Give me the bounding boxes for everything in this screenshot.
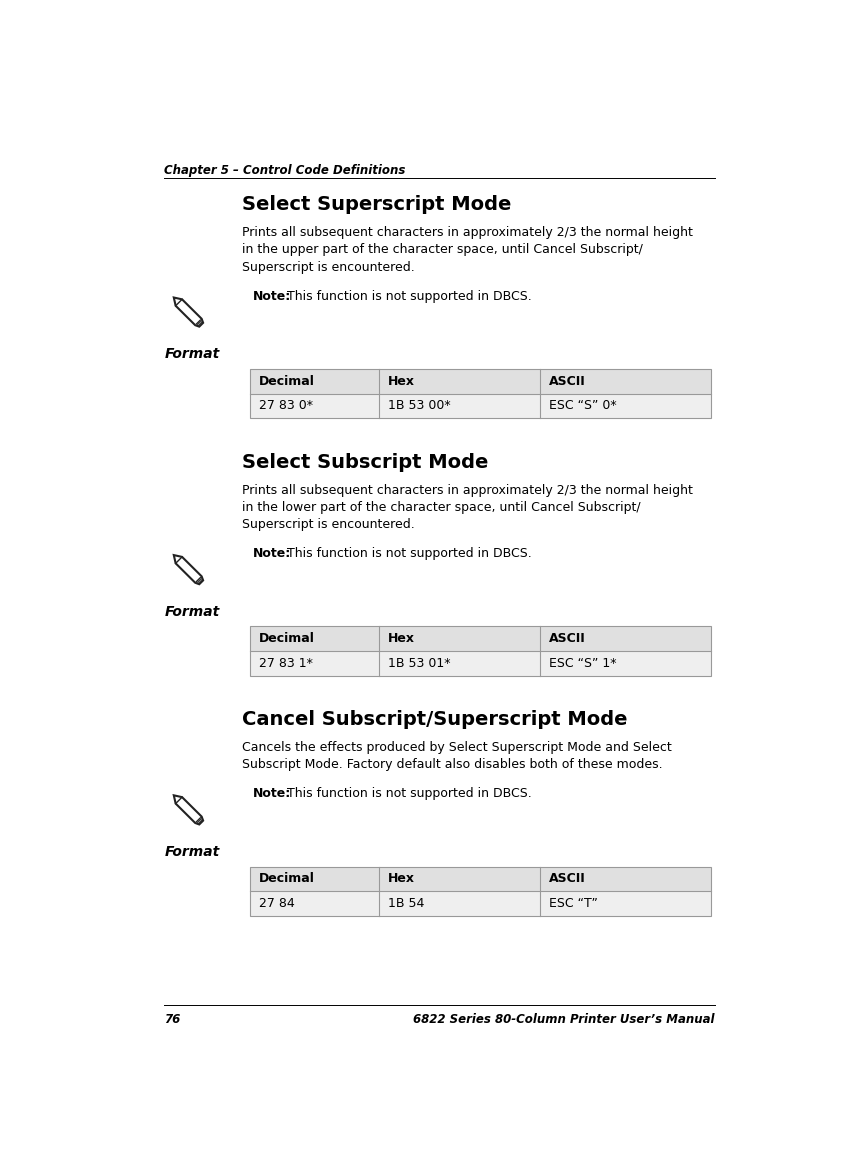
Bar (250, 369, 711, 418)
Text: Select Subscript Mode: Select Subscript Mode (242, 453, 488, 472)
Text: ASCII: ASCII (549, 873, 586, 885)
Text: 6822 Series 80-Column Printer User’s Manual: 6822 Series 80-Column Printer User’s Man… (413, 1014, 715, 1026)
Text: Format: Format (164, 845, 220, 859)
Text: Decimal: Decimal (259, 873, 315, 885)
Bar (540, 651, 711, 676)
Text: Note:: Note: (253, 788, 291, 800)
Text: Hex: Hex (388, 873, 415, 885)
Text: Cancel Subscript/Superscript Mode: Cancel Subscript/Superscript Mode (242, 711, 627, 729)
Text: Select Superscript Mode: Select Superscript Mode (242, 196, 511, 214)
Text: This function is not supported in DBCS.: This function is not supported in DBCS. (283, 548, 531, 560)
Text: 27 84: 27 84 (259, 897, 295, 910)
Text: Prints all subsequent characters in approximately 2/3 the normal height: Prints all subsequent characters in appr… (242, 226, 693, 239)
Text: 27 83 1*: 27 83 1* (259, 657, 312, 670)
Bar (250, 627, 379, 651)
Text: Hex: Hex (388, 375, 415, 388)
Text: Format: Format (164, 605, 220, 619)
Text: Superscript is encountered.: Superscript is encountered. (242, 518, 414, 531)
Text: Hex: Hex (388, 633, 415, 645)
Text: This function is not supported in DBCS.: This function is not supported in DBCS. (283, 788, 531, 800)
Bar (540, 627, 711, 651)
Bar (250, 627, 711, 676)
Bar (250, 867, 711, 916)
Text: Superscript is encountered.: Superscript is encountered. (242, 261, 414, 274)
Bar (540, 867, 711, 891)
Bar (250, 867, 379, 891)
Text: Cancels the effects produced by Select Superscript Mode and Select: Cancels the effects produced by Select S… (242, 741, 672, 754)
Text: in the upper part of the character space, until Cancel Subscript/: in the upper part of the character space… (242, 243, 643, 256)
Bar (379, 627, 540, 651)
Text: in the lower part of the character space, until Cancel Subscript/: in the lower part of the character space… (242, 501, 640, 514)
Text: ASCII: ASCII (549, 633, 586, 645)
Text: 1B 54: 1B 54 (388, 897, 424, 910)
Bar (379, 891, 540, 916)
Bar (250, 369, 379, 394)
Text: 1B 53 01*: 1B 53 01* (388, 657, 451, 670)
Text: ASCII: ASCII (549, 375, 586, 388)
Text: Note:: Note: (253, 290, 291, 303)
Text: ESC “T”: ESC “T” (549, 897, 599, 910)
Text: Format: Format (164, 347, 220, 361)
Text: ESC “S” 0*: ESC “S” 0* (549, 400, 617, 412)
Bar (379, 369, 540, 394)
Text: This function is not supported in DBCS.: This function is not supported in DBCS. (283, 290, 531, 303)
Text: 76: 76 (164, 1014, 181, 1026)
Bar (250, 394, 379, 418)
Bar (540, 394, 711, 418)
Text: ESC “S” 1*: ESC “S” 1* (549, 657, 617, 670)
Bar (250, 891, 379, 916)
Bar (540, 891, 711, 916)
Bar (250, 651, 379, 676)
Bar (540, 369, 711, 394)
Text: Note:: Note: (253, 548, 291, 560)
Text: Subscript Mode. Factory default also disables both of these modes.: Subscript Mode. Factory default also dis… (242, 758, 662, 771)
Text: Decimal: Decimal (259, 633, 315, 645)
Text: 1B 53 00*: 1B 53 00* (388, 400, 451, 412)
Text: Chapter 5 – Control Code Definitions: Chapter 5 – Control Code Definitions (164, 164, 406, 177)
Bar (379, 651, 540, 676)
Text: Prints all subsequent characters in approximately 2/3 the normal height: Prints all subsequent characters in appr… (242, 483, 693, 496)
Bar (379, 867, 540, 891)
Text: Decimal: Decimal (259, 375, 315, 388)
Bar (379, 394, 540, 418)
Text: 27 83 0*: 27 83 0* (259, 400, 312, 412)
